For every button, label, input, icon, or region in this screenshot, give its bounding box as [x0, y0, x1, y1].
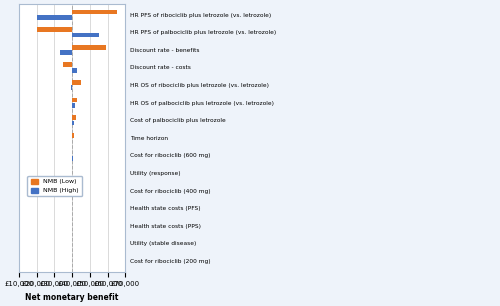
Bar	[72, 133, 74, 138]
Bar	[72, 68, 78, 73]
Bar	[72, 45, 106, 50]
Bar	[36, 15, 72, 20]
Bar	[72, 10, 117, 14]
Bar	[72, 156, 73, 161]
Bar	[72, 80, 81, 85]
Bar	[60, 50, 72, 55]
Legend: NMB (Low), NMB (High): NMB (Low), NMB (High)	[28, 176, 82, 196]
Bar	[72, 115, 76, 120]
Bar	[72, 103, 74, 108]
Bar	[72, 32, 99, 37]
Bar	[63, 62, 72, 67]
Bar	[36, 27, 72, 32]
Bar	[72, 98, 76, 103]
Bar	[71, 85, 72, 90]
Bar	[72, 121, 74, 125]
X-axis label: Net monetary benefit: Net monetary benefit	[26, 293, 119, 302]
